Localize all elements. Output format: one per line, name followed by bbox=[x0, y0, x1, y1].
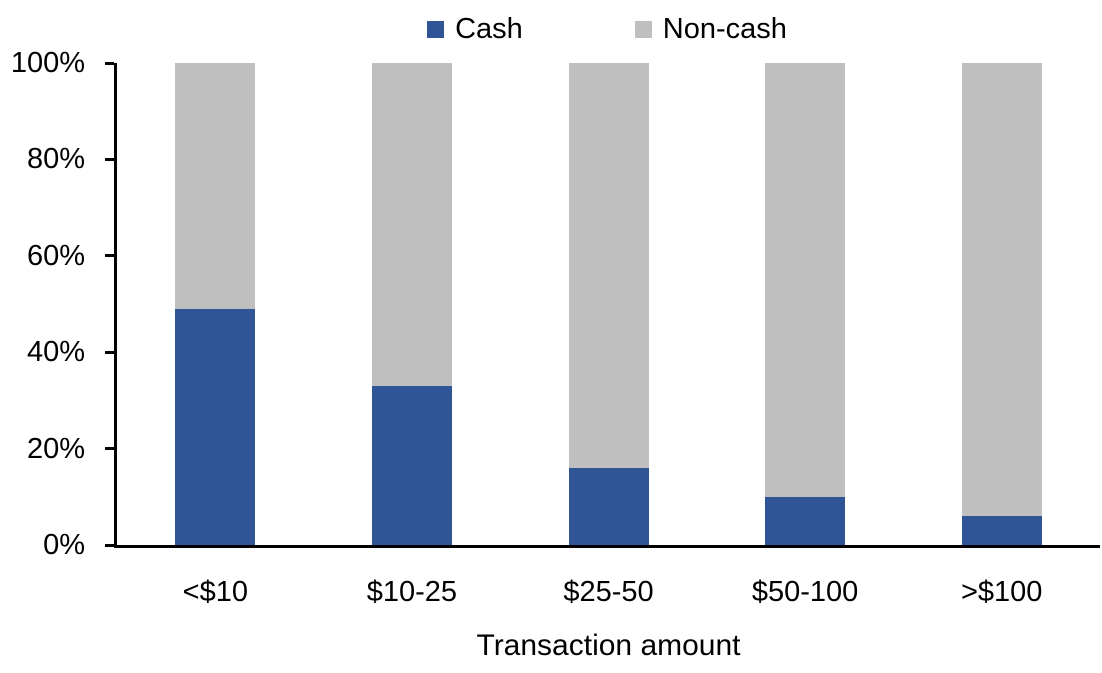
x-axis-category-label: >$100 bbox=[960, 576, 1043, 608]
cash-legend-swatch-icon bbox=[427, 20, 445, 38]
bar-segment-non-cash bbox=[175, 63, 256, 309]
y-axis-tick bbox=[105, 61, 114, 65]
non-cash-legend-swatch-icon bbox=[634, 20, 652, 38]
y-axis-tick-label: 100% bbox=[10, 47, 85, 79]
bar-column bbox=[371, 63, 452, 545]
bar-column bbox=[175, 63, 256, 545]
y-axis-tick bbox=[105, 447, 114, 451]
bar-segment-cash bbox=[765, 496, 846, 545]
x-axis-category-label: $10-25 bbox=[366, 576, 458, 608]
bar-column bbox=[765, 63, 846, 545]
bar-segment-cash bbox=[175, 308, 256, 545]
bar-segment-non-cash bbox=[568, 63, 649, 468]
y-axis-tick-label: 20% bbox=[26, 432, 85, 465]
bar-column bbox=[568, 63, 649, 545]
y-axis-tick bbox=[105, 157, 114, 161]
y-axis-tick bbox=[105, 254, 114, 258]
x-axis-title: Transaction amount bbox=[476, 629, 741, 662]
y-axis-tick bbox=[105, 350, 114, 354]
non-cash-legend-label: Non-cash bbox=[662, 13, 787, 45]
bar-segment-cash bbox=[961, 516, 1042, 545]
y-axis-tick-label: 60% bbox=[26, 239, 85, 272]
bar-segment-non-cash bbox=[371, 63, 452, 386]
bar-segment-cash bbox=[371, 385, 452, 545]
x-axis-category-label: $50-100 bbox=[751, 576, 859, 608]
bar-segment-cash bbox=[568, 467, 649, 545]
bar-segment-non-cash bbox=[765, 63, 846, 497]
legend: Cash Non-cash bbox=[114, 13, 1100, 45]
x-axis-labels: <$10 $10-25 $25-50 $50-100 >$100 bbox=[117, 576, 1100, 608]
legend-item-cash: Cash bbox=[427, 13, 523, 45]
plot-area: 0% 20% 40% 60% 80% 100% bbox=[11, 48, 1100, 560]
y-axis-tick bbox=[105, 543, 114, 547]
legend-item-non-cash: Non-cash bbox=[634, 13, 787, 45]
y-axis-tick-label: 80% bbox=[26, 143, 85, 176]
x-axis-category-label: <$10 bbox=[182, 576, 248, 608]
bar-column bbox=[961, 63, 1042, 545]
bar-segment-non-cash bbox=[961, 63, 1042, 517]
cash-legend-label: Cash bbox=[455, 13, 523, 45]
y-axis-tick-label: 40% bbox=[26, 336, 85, 369]
y-axis-tick-label: 0% bbox=[43, 529, 85, 561]
x-axis-category-label: $25-50 bbox=[563, 576, 654, 608]
